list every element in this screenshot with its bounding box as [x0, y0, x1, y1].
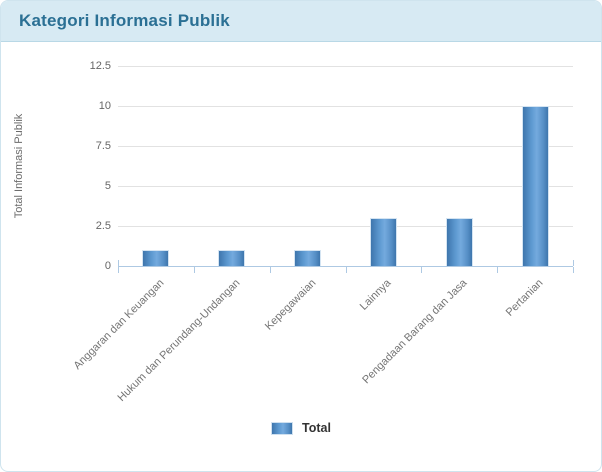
bar-kepegawaian[interactable]: [294, 250, 322, 266]
x-label-text: Pertanian: [503, 277, 546, 319]
x-label-5: Pertanian: [367, 277, 546, 319]
y-tick-label-10: 10: [98, 100, 111, 112]
gridline-7.5: [118, 146, 573, 147]
x-axis-endcap-left: [118, 260, 119, 266]
y-tick-label-7.5: 7.5: [95, 140, 111, 152]
legend[interactable]: Total: [1, 421, 601, 435]
x-label-text: Hukum dan Perundang-Undangan: [115, 277, 243, 404]
gridline-10: [118, 106, 573, 107]
y-tick-label-2.5: 2.5: [95, 220, 111, 232]
y-tick-label-5: 5: [104, 180, 111, 192]
x-axis-tick: [345, 267, 347, 273]
x-label-text: Kepegawaian: [262, 277, 319, 333]
x-axis-tick: [269, 267, 271, 273]
bar-pertanian[interactable]: [521, 106, 549, 266]
x-label-text: Lainnya: [358, 277, 394, 313]
x-label-text: Anggaran dan Keuangan: [71, 277, 167, 372]
bar-hukum-dan-perundang-undangan[interactable]: [218, 250, 246, 266]
bar-anggaran-dan-keuangan[interactable]: [142, 250, 170, 266]
x-axis-line: [118, 266, 573, 267]
y-tick-label-0: 0: [104, 260, 111, 272]
x-axis-tick: [118, 267, 119, 273]
x-axis-tick: [573, 267, 574, 273]
chart-title: Kategori Informasi Publik: [19, 11, 230, 30]
legend-label: Total: [302, 421, 331, 435]
x-label-text: Pengadaan Barang dan Jasa: [360, 277, 470, 387]
gridline-5: [118, 186, 573, 187]
legend-swatch-total: [271, 421, 294, 435]
y-axis-title: Total Informasi Publik: [13, 113, 25, 219]
x-axis-tick: [421, 267, 423, 273]
bar-pengadaan-barang-dan-jasa[interactable]: [445, 218, 473, 266]
x-axis-tick: [193, 267, 195, 273]
bar-lainnya[interactable]: [369, 218, 397, 266]
y-tick-label-12.5: 12.5: [89, 60, 111, 72]
x-axis-tick: [497, 267, 499, 273]
card-header: Kategori Informasi Publik: [1, 1, 601, 42]
x-axis-endcap-right: [573, 260, 574, 266]
gridline-12.5: [118, 66, 573, 67]
gridline-2.5: [118, 226, 573, 227]
bar-chart: Total Informasi Publik 0 2.5 5 7.5 10 12.5 Ang…: [1, 42, 601, 471]
